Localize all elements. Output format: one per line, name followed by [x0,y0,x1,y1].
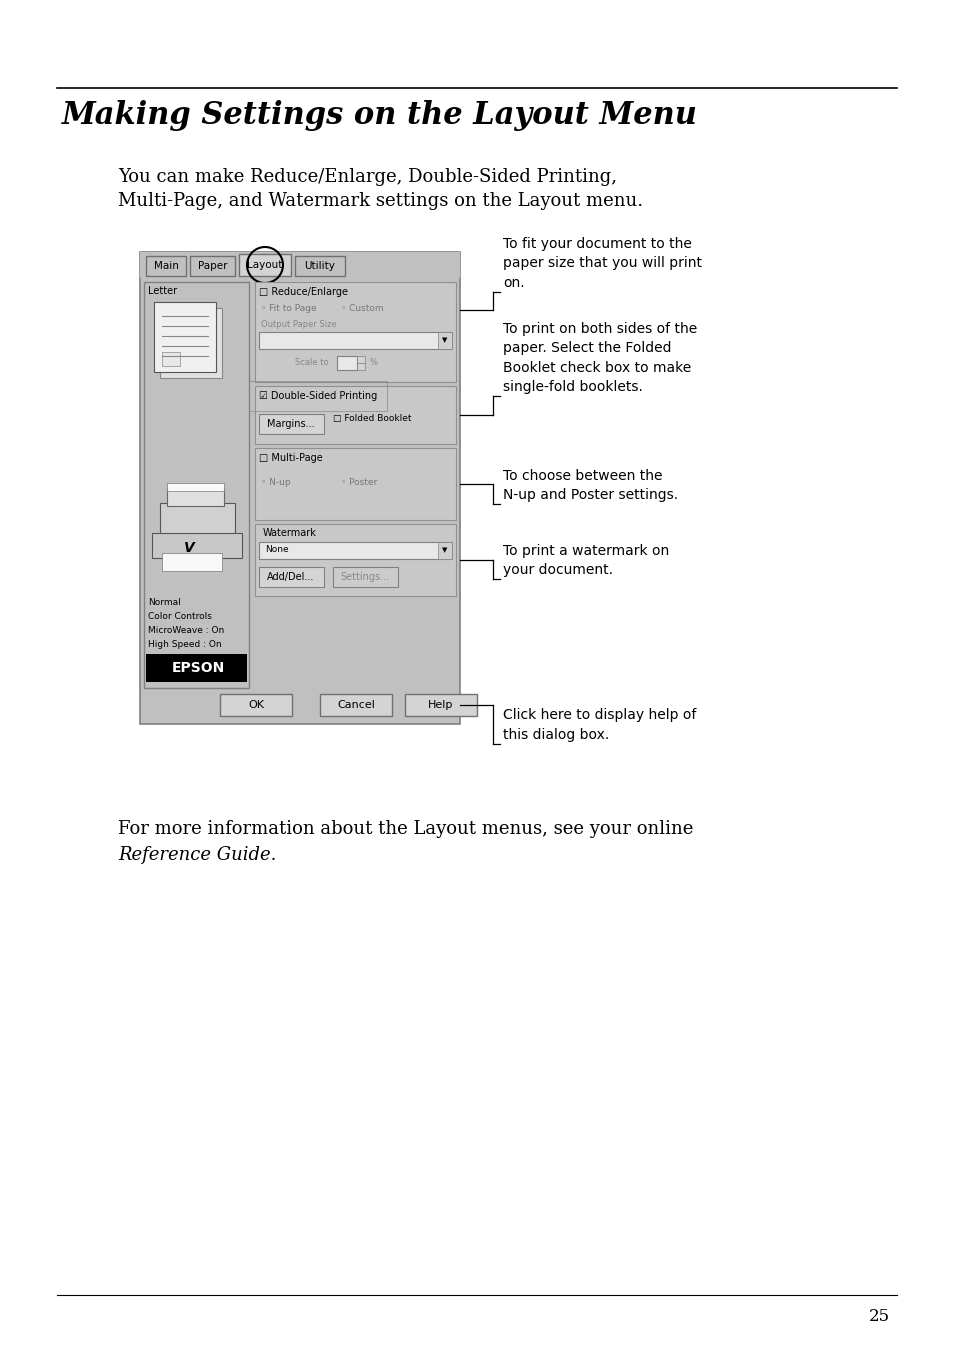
Text: To fit your document to the
paper size that you will print
on.: To fit your document to the paper size t… [502,237,701,290]
Text: ▼: ▼ [442,546,447,553]
Bar [153,302,215,372]
Text: ◦ Custom: ◦ Custom [340,304,383,313]
Bar [437,332,452,349]
Bar [437,542,452,558]
Bar [160,503,234,548]
Text: EPSON: EPSON [172,661,225,674]
Bar [254,386,456,444]
Bar [254,448,456,519]
Bar [160,308,222,378]
Text: □ Multi-Page: □ Multi-Page [258,453,322,463]
Bar [254,282,456,382]
Text: For more information about the Layout menus, see your online: For more information about the Layout me… [118,820,693,838]
Text: OK: OK [248,700,264,710]
Bar [319,693,392,716]
Bar [239,254,291,277]
Bar [190,256,234,277]
Text: Scale to: Scale to [294,357,328,367]
Text: Output Paper Size: Output Paper Size [261,320,336,329]
Bar [146,256,186,277]
Bar [140,252,459,724]
Bar [258,414,324,434]
Bar [258,542,452,558]
Text: □ Reduce/Enlarge: □ Reduce/Enlarge [258,287,348,297]
Bar [144,282,249,688]
Text: Layout: Layout [247,260,282,270]
Bar [167,483,224,491]
Text: Click here to display help of
this dialog box.: Click here to display help of this dialo… [502,708,696,742]
Bar [356,356,365,363]
Text: V: V [183,541,194,554]
Bar [146,654,247,683]
Text: Normal: Normal [148,598,180,607]
Bar [294,256,345,277]
Text: Watermark: Watermark [263,527,316,538]
Bar [162,553,222,571]
Bar [140,252,459,278]
Text: ◦ N-up: ◦ N-up [261,478,291,487]
Bar [258,567,324,587]
Text: ☑ Double-Sided Printing: ☑ Double-Sided Printing [258,391,376,401]
Text: Add/Del...: Add/Del... [267,572,314,581]
Bar [356,363,365,370]
Text: ◦ Fit to Page: ◦ Fit to Page [261,304,316,313]
Bar [333,567,397,587]
Text: To print a watermark on
your document.: To print a watermark on your document. [502,544,669,577]
Bar [254,523,456,596]
Text: You can make Reduce/Enlarge, Double-Sided Printing,: You can make Reduce/Enlarge, Double-Side… [118,169,617,186]
Text: Reference Guide.: Reference Guide. [118,846,276,863]
Text: ◦ Poster: ◦ Poster [340,478,376,487]
Text: Making Settings on the Layout Menu: Making Settings on the Layout Menu [62,100,698,131]
Bar [220,693,292,716]
Bar [152,533,242,558]
Text: Utility: Utility [304,260,335,271]
Bar [167,488,224,506]
Text: ▼: ▼ [442,337,447,343]
Text: High Speed : On: High Speed : On [148,639,221,649]
Text: To print on both sides of the
paper. Select the Folded
Booklet check box to make: To print on both sides of the paper. Sel… [502,321,697,394]
Text: Paper: Paper [197,260,227,271]
Text: 25: 25 [868,1309,889,1325]
Text: Margins...: Margins... [267,420,314,429]
Text: To choose between the
N-up and Poster settings.: To choose between the N-up and Poster se… [502,468,678,502]
Text: Color Controls: Color Controls [148,612,212,621]
Text: None: None [265,545,289,554]
Text: Multi-Page, and Watermark settings on the Layout menu.: Multi-Page, and Watermark settings on th… [118,192,642,210]
Text: Letter: Letter [148,286,177,295]
Bar [405,693,476,716]
Text: MicroWeave : On: MicroWeave : On [148,626,224,635]
Text: □ Folded Booklet: □ Folded Booklet [333,414,411,424]
Bar [258,332,452,349]
Text: Cancel: Cancel [336,700,375,710]
Bar [336,356,356,370]
Text: Settings...: Settings... [340,572,389,581]
Text: Help: Help [428,700,454,710]
Text: %: % [370,357,377,367]
Text: Main: Main [153,260,178,271]
Bar [162,352,180,366]
